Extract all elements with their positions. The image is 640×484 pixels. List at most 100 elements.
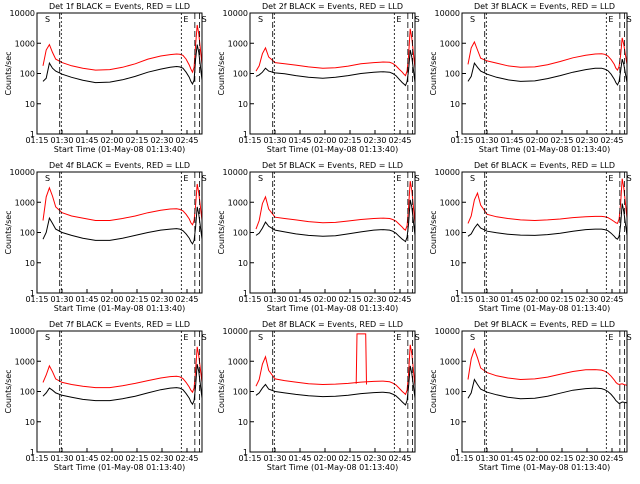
- x-tick-label: 01:45: [288, 136, 311, 145]
- series-lld-line: [42, 183, 203, 226]
- x-tick-label: 01:45: [500, 295, 523, 304]
- plot-frame: [249, 171, 416, 294]
- series-events-line: [467, 203, 628, 240]
- series-lld-line: [255, 28, 416, 77]
- series-lld-line: [467, 37, 628, 72]
- x-tick-label: 02:30: [575, 454, 598, 463]
- x-tick-label: 01:45: [500, 136, 523, 145]
- x-tick-label: 01:45: [75, 454, 98, 463]
- plot-frame: [461, 171, 628, 294]
- panel-6: Det 6f BLACK = Events, RED = LLD S E S 1 10 10…: [429, 161, 632, 313]
- y-tick-label: 1000: [440, 39, 460, 48]
- x-tick-label: 01:15: [450, 295, 473, 304]
- panel-9: Det 9f BLACK = Events, RED = LLD S E S 1 10 10…: [429, 320, 632, 472]
- series-lld-line: [42, 24, 203, 74]
- series-lld-line: [467, 347, 628, 386]
- event-marker-label: S: [470, 174, 475, 183]
- y-tick-label: 1000: [228, 198, 248, 207]
- x-tick-label: 01:15: [25, 136, 48, 145]
- event-marker-label: S: [415, 15, 420, 24]
- event-marker-label: S: [415, 174, 420, 183]
- y-axis-label: Counts/sec: [4, 51, 13, 95]
- y-tick-label: 1: [455, 448, 460, 457]
- x-tick-label: 02:15: [125, 136, 148, 145]
- x-tick-label: 01:45: [288, 454, 311, 463]
- x-tick-label: 01:45: [288, 295, 311, 304]
- panel-title: Det 1f BLACK = Events, RED = LLD: [49, 2, 190, 11]
- y-tick-label: 10: [450, 100, 460, 109]
- y-tick-label: 1000: [228, 39, 248, 48]
- x-tick-label: 01:15: [25, 454, 48, 463]
- x-tick-label: 01:15: [450, 136, 473, 145]
- y-tick-label: 10: [25, 259, 35, 268]
- x-tick-label: 01:45: [75, 295, 98, 304]
- x-tick-label: 02:30: [150, 136, 173, 145]
- y-tick-label: 10: [450, 259, 460, 268]
- event-marker-label: S: [258, 174, 263, 183]
- y-tick-label: 10000: [435, 9, 460, 18]
- x-tick-label: 01:45: [500, 454, 523, 463]
- event-marker-label: S: [45, 15, 50, 24]
- y-tick-label: 10000: [10, 327, 35, 336]
- x-tick-label: 01:15: [238, 295, 261, 304]
- y-tick-label: 10000: [435, 168, 460, 177]
- y-tick-label: 1000: [15, 198, 35, 207]
- x-tick-label: 01:30: [475, 295, 498, 304]
- x-tick-label: 02:30: [363, 454, 386, 463]
- series-lld-line: [255, 344, 416, 396]
- series-events-line: [467, 58, 628, 86]
- y-tick-label: 1000: [15, 39, 35, 48]
- x-tick-label: 02:15: [550, 136, 573, 145]
- series-lld-line: [255, 181, 416, 231]
- x-tick-label: 02:30: [575, 295, 598, 304]
- x-tick-label: 02:45: [600, 454, 623, 463]
- y-tick-label: 1: [243, 289, 248, 298]
- x-axis-label: Start Time (01-May-08 01:13:40): [267, 145, 398, 154]
- panel-title: Det 8f BLACK = Events, RED = LLD: [262, 320, 403, 329]
- y-axis-label: Counts/sec: [4, 210, 13, 254]
- event-marker-label: S: [627, 15, 632, 24]
- x-tick-label: 02:15: [338, 295, 361, 304]
- y-tick-label: 1: [30, 289, 35, 298]
- y-tick-label: 1: [30, 130, 35, 139]
- y-tick-label: 10: [450, 418, 460, 427]
- panel-title: Det 6f BLACK = Events, RED = LLD: [474, 161, 615, 170]
- series-events-line: [255, 199, 416, 243]
- y-tick-label: 1: [455, 130, 460, 139]
- y-tick-label: 10000: [223, 327, 248, 336]
- x-tick-label: 01:45: [75, 136, 98, 145]
- x-tick-label: 02:00: [100, 454, 123, 463]
- x-tick-label: 02:30: [150, 454, 173, 463]
- x-axis-label: Start Time (01-May-08 01:13:40): [54, 145, 185, 154]
- x-tick-label: 02:45: [600, 295, 623, 304]
- event-marker-label: S: [202, 15, 207, 24]
- series-lld-line: [42, 346, 203, 394]
- x-tick-label: 02:45: [388, 295, 411, 304]
- y-tick-label: 10000: [223, 9, 248, 18]
- x-tick-label: 01:30: [263, 295, 286, 304]
- event-marker-label: E: [396, 333, 401, 342]
- event-marker-label: E: [608, 15, 613, 24]
- plot-frame: [36, 330, 203, 453]
- panel-1: Det 1f BLACK = Events, RED = LLD S E S 1 10 10…: [4, 2, 207, 154]
- event-marker-label: S: [202, 174, 207, 183]
- event-marker-label: S: [45, 174, 50, 183]
- series-events-line: [255, 49, 416, 87]
- x-tick-label: 02:30: [150, 295, 173, 304]
- series-events-line: [42, 44, 203, 86]
- panel-title: Det 5f BLACK = Events, RED = LLD: [262, 161, 403, 170]
- series-lld-line: [467, 178, 628, 225]
- x-tick-label: 02:15: [125, 454, 148, 463]
- x-tick-label: 02:45: [600, 136, 623, 145]
- y-axis-label: Counts/sec: [429, 210, 438, 254]
- x-tick-label: 02:00: [100, 136, 123, 145]
- x-tick-label: 02:00: [313, 136, 336, 145]
- series-events-line: [42, 364, 203, 406]
- x-tick-label: 01:30: [50, 136, 73, 145]
- x-tick-label: 02:15: [338, 136, 361, 145]
- x-tick-label: 02:15: [550, 295, 573, 304]
- x-tick-label: 01:30: [475, 136, 498, 145]
- x-tick-label: 02:45: [388, 454, 411, 463]
- y-tick-label: 1000: [15, 357, 35, 366]
